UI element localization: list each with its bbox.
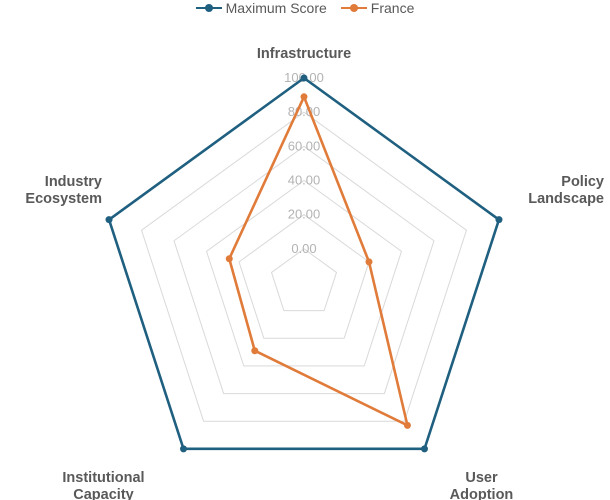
legend-label-france: France	[370, 0, 415, 16]
data-point-maximum-score-industry-ecosystem	[105, 216, 113, 224]
radar-grid	[108, 77, 500, 450]
legend-item-maximum-score[interactable]: Maximum Score	[195, 0, 327, 16]
data-point-maximum-score-institutional-capacity	[180, 445, 188, 453]
data-point-france-policy-landscape	[365, 258, 373, 266]
radial-tick-label: 0.00	[291, 241, 316, 256]
grid-ring-3	[173, 145, 435, 395]
data-point-france-institutional-capacity	[251, 347, 259, 355]
category-labels: Infrastructure Policy Landscape User Adoptio…	[25, 46, 604, 500]
data-point-maximum-score-user-adoption	[420, 445, 428, 453]
data-point-france-industry-ecosystem	[225, 255, 233, 263]
data-point-maximum-score-infrastructure	[300, 74, 308, 82]
radial-tick-label: 80.00	[288, 104, 321, 119]
legend-swatch-maximum-score	[195, 3, 222, 13]
category-label-industry-ecosystem: Industry Ecosystem	[25, 174, 102, 207]
chart-legend: Maximum Score France	[0, 0, 610, 16]
series-line-france	[227, 95, 409, 427]
series-line-maximum-score	[107, 76, 501, 451]
legend-item-france[interactable]: France	[340, 0, 415, 16]
data-point-france-infrastructure	[300, 93, 308, 101]
grid-ring-2	[205, 179, 403, 367]
data-point-maximum-score-policy-landscape	[495, 216, 503, 224]
radial-tick-label: 20.00	[288, 207, 321, 222]
radar-series	[105, 74, 503, 453]
grid-ring-1	[238, 214, 370, 339]
legend-label-maximum-score: Maximum Score	[225, 0, 327, 16]
category-label-infrastructure: Infrastructure	[257, 46, 351, 62]
category-label-institutional-capacity: Institutional Capacity	[62, 470, 144, 500]
radial-tick-label: 60.00	[288, 138, 321, 153]
legend-swatch-france	[340, 3, 367, 13]
category-label-user-adoption: User Adoption	[450, 470, 514, 500]
grid-ring-0	[270, 248, 338, 312]
data-point-france-user-adoption	[403, 421, 411, 429]
radial-tick-label: 40.00	[288, 173, 321, 188]
category-label-policy-landscape: Policy Landscape	[528, 174, 604, 207]
grid-ring-4	[140, 111, 468, 422]
